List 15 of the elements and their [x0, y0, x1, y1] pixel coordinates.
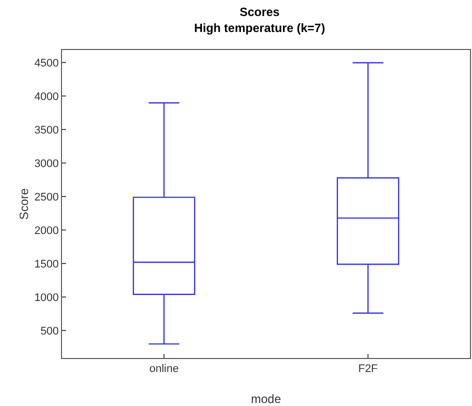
y-axis-title: Score: [17, 188, 31, 220]
y-tick-label: 3500: [34, 124, 59, 137]
x-axis-title: mode: [250, 392, 282, 406]
chart-title: Scores: [240, 5, 280, 20]
y-tick-label: 500: [40, 325, 59, 338]
y-tick-label: 4500: [34, 58, 59, 70]
y-tick-label: 2500: [34, 191, 59, 204]
y-tick-label: 1000: [34, 292, 59, 304]
chart-subtitle: High temperature (k=7): [194, 20, 326, 35]
x-tick-label: F2F: [358, 363, 378, 376]
x-tick-label: online: [149, 363, 179, 376]
y-tick-label: 4000: [34, 91, 59, 104]
y-tick-label: 1500: [34, 258, 59, 270]
y-tick-label: 3000: [34, 158, 59, 170]
y-tick-label: 2000: [34, 224, 59, 237]
